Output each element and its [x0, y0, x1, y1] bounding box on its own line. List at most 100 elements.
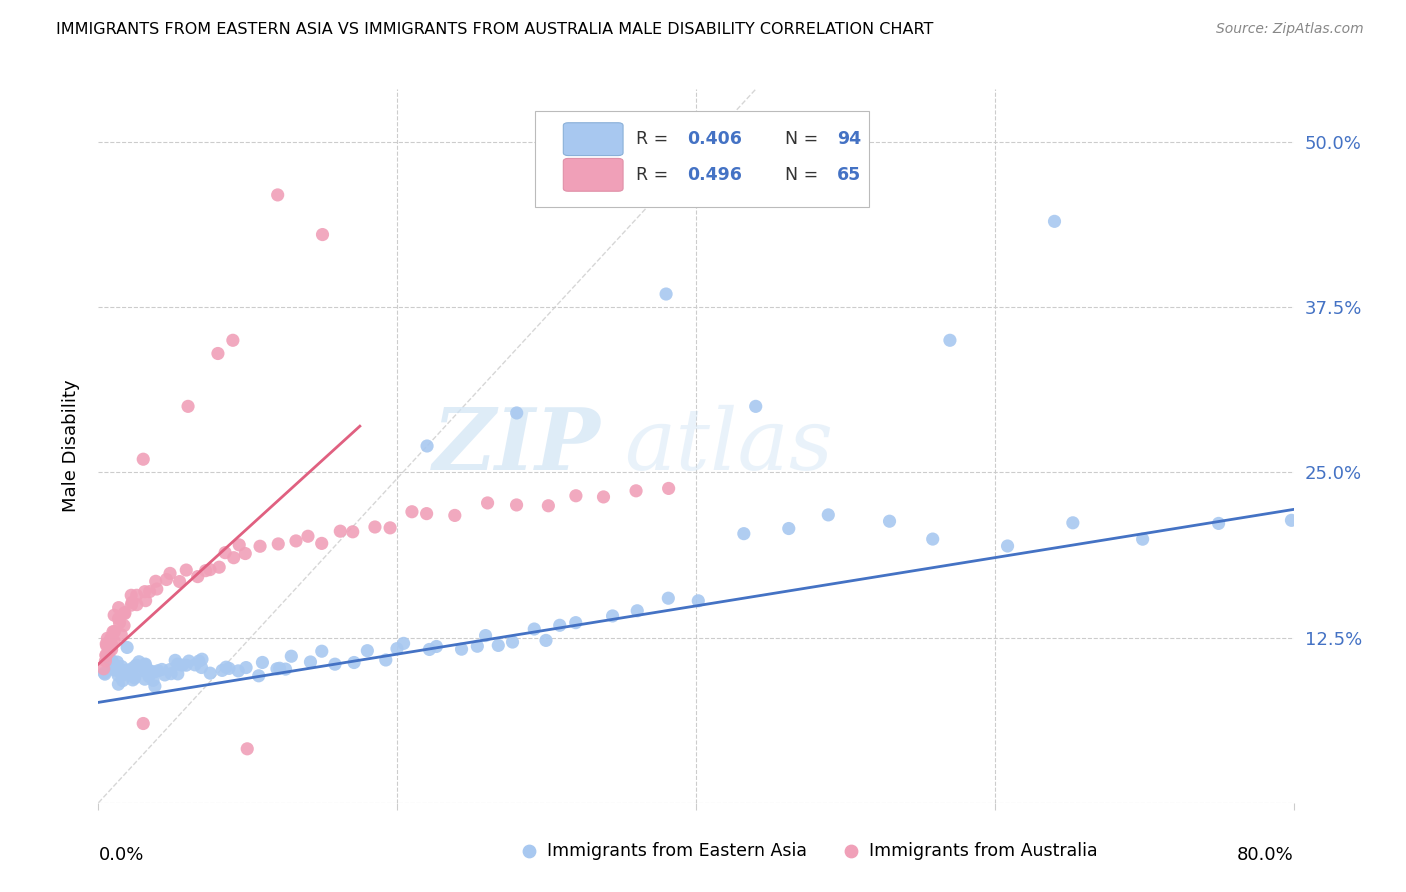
Point	[1062, 516, 1084, 530]
Point	[235, 660, 257, 674]
Point	[198, 563, 221, 577]
Point	[285, 533, 308, 548]
Point	[187, 654, 209, 668]
Point	[311, 644, 333, 658]
Point	[745, 400, 768, 414]
FancyBboxPatch shape	[564, 159, 623, 191]
Point	[125, 598, 148, 612]
Text: 80.0%: 80.0%	[1237, 846, 1294, 863]
Point	[100, 632, 122, 646]
Point	[177, 654, 200, 668]
Point	[134, 672, 156, 686]
Point	[103, 634, 125, 648]
Point	[94, 667, 117, 681]
Point	[267, 188, 290, 202]
Point	[134, 657, 156, 672]
Point	[139, 664, 162, 678]
Point	[1028, 886, 1050, 892]
Point	[107, 611, 129, 625]
Point	[159, 663, 181, 677]
Point	[233, 547, 256, 561]
Point	[207, 346, 229, 360]
Point	[343, 656, 366, 670]
Point	[142, 673, 165, 688]
Point	[477, 496, 499, 510]
Point	[93, 662, 115, 676]
Point	[101, 638, 124, 652]
Point	[502, 635, 524, 649]
Point	[96, 639, 118, 653]
Point	[228, 538, 250, 552]
Point	[100, 632, 122, 646]
Point	[107, 661, 129, 675]
Point	[160, 666, 183, 681]
Point	[94, 648, 117, 662]
Text: ZIP: ZIP	[433, 404, 600, 488]
Point	[329, 524, 352, 538]
Point	[236, 741, 259, 756]
Point	[121, 595, 143, 609]
Text: N =: N =	[773, 166, 824, 184]
Point	[817, 508, 839, 522]
Point	[356, 643, 378, 657]
Point	[115, 664, 138, 678]
Point	[486, 639, 509, 653]
Point	[121, 673, 143, 687]
Point	[125, 658, 148, 673]
Point	[96, 648, 118, 663]
FancyBboxPatch shape	[564, 123, 623, 155]
Text: 94: 94	[837, 130, 860, 148]
Point	[215, 660, 238, 674]
Point	[374, 653, 396, 667]
Point	[96, 637, 118, 651]
Point	[688, 594, 710, 608]
Point	[97, 645, 120, 659]
Point	[226, 664, 249, 678]
Text: R =: R =	[637, 130, 673, 148]
Point	[1132, 532, 1154, 546]
Point	[879, 514, 901, 528]
Point	[416, 439, 439, 453]
Point	[132, 452, 155, 467]
Point	[655, 287, 678, 301]
Point	[187, 569, 209, 583]
Point	[450, 642, 472, 657]
Point	[537, 499, 560, 513]
Point	[101, 654, 124, 668]
Point	[1281, 513, 1303, 527]
Point	[564, 615, 586, 630]
Text: 0.406: 0.406	[688, 130, 742, 148]
Point	[169, 574, 191, 589]
Point	[222, 550, 245, 565]
Point	[323, 657, 346, 672]
Point	[107, 600, 129, 615]
Point	[443, 508, 465, 523]
Point	[111, 668, 134, 682]
Point	[166, 666, 188, 681]
Point	[1208, 516, 1230, 531]
Point	[138, 669, 160, 683]
Point	[311, 227, 333, 242]
Point	[733, 526, 755, 541]
Point	[415, 507, 437, 521]
Point	[110, 628, 132, 642]
Point	[177, 400, 200, 414]
Point	[103, 624, 125, 639]
Point	[105, 655, 128, 669]
Point	[198, 666, 221, 681]
Point	[172, 658, 194, 673]
Point	[101, 662, 124, 676]
Point	[136, 663, 159, 677]
Point	[108, 615, 131, 630]
Point	[191, 652, 214, 666]
Point	[222, 333, 245, 347]
Point	[658, 482, 681, 496]
Point	[101, 624, 124, 639]
Point	[146, 582, 169, 596]
Point	[150, 663, 173, 677]
Point	[534, 633, 557, 648]
Point	[194, 564, 217, 578]
Point	[117, 663, 139, 677]
Point	[115, 640, 138, 655]
Text: 65: 65	[837, 166, 862, 184]
